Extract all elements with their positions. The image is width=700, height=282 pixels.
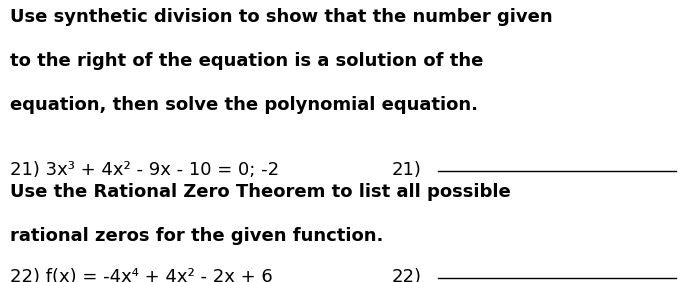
Text: Use the Rational Zero Theorem to list all possible: Use the Rational Zero Theorem to list al… — [10, 183, 511, 201]
Text: to the right of the equation is a solution of the: to the right of the equation is a soluti… — [10, 52, 484, 70]
Text: rational zeros for the given function.: rational zeros for the given function. — [10, 227, 384, 245]
Text: 22): 22) — [392, 268, 422, 282]
Text: 22) f(x) = -4x⁴ + 4x² - 2x + 6: 22) f(x) = -4x⁴ + 4x² - 2x + 6 — [10, 268, 273, 282]
Text: equation, then solve the polynomial equation.: equation, then solve the polynomial equa… — [10, 96, 479, 114]
Text: Use synthetic division to show that the number given: Use synthetic division to show that the … — [10, 8, 553, 27]
Text: 21) 3x³ + 4x² - 9x - 10 = 0; -2: 21) 3x³ + 4x² - 9x - 10 = 0; -2 — [10, 161, 279, 179]
Text: 21): 21) — [392, 161, 422, 179]
